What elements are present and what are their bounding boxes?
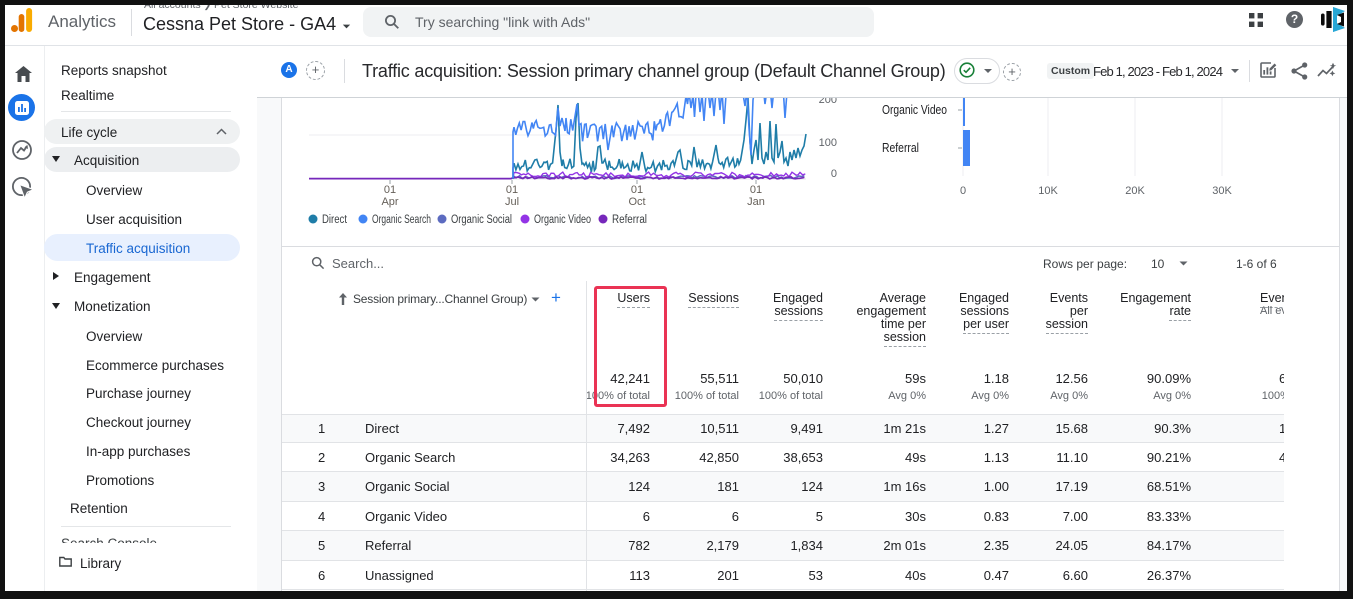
svg-text:100: 100 [819, 137, 837, 149]
svg-text:10K: 10K [1038, 185, 1058, 197]
svg-text:Jan: Jan [747, 196, 765, 208]
svg-text:Direct: Direct [322, 214, 348, 226]
svg-text:01: 01 [384, 184, 396, 196]
svg-text:Organic Video: Organic Video [882, 103, 947, 117]
svg-text:Organic Search: Organic Search [372, 214, 431, 226]
svg-text:20K: 20K [1125, 185, 1145, 197]
svg-text:0: 0 [960, 185, 966, 197]
svg-text:200: 200 [819, 98, 837, 106]
svg-text:Apr: Apr [381, 196, 398, 208]
svg-text:01: 01 [506, 184, 518, 196]
svg-text:01: 01 [631, 184, 643, 196]
svg-text:Jul: Jul [505, 196, 519, 208]
svg-text:Oct: Oct [628, 196, 645, 208]
svg-text:Organic Video: Organic Video [534, 214, 591, 226]
svg-text:0: 0 [831, 168, 837, 180]
svg-text:30K: 30K [1212, 185, 1232, 197]
svg-text:Referral: Referral [882, 141, 919, 155]
svg-text:01: 01 [750, 184, 762, 196]
svg-text:Organic Social: Organic Social [451, 214, 512, 226]
svg-text:Referral: Referral [612, 214, 647, 226]
